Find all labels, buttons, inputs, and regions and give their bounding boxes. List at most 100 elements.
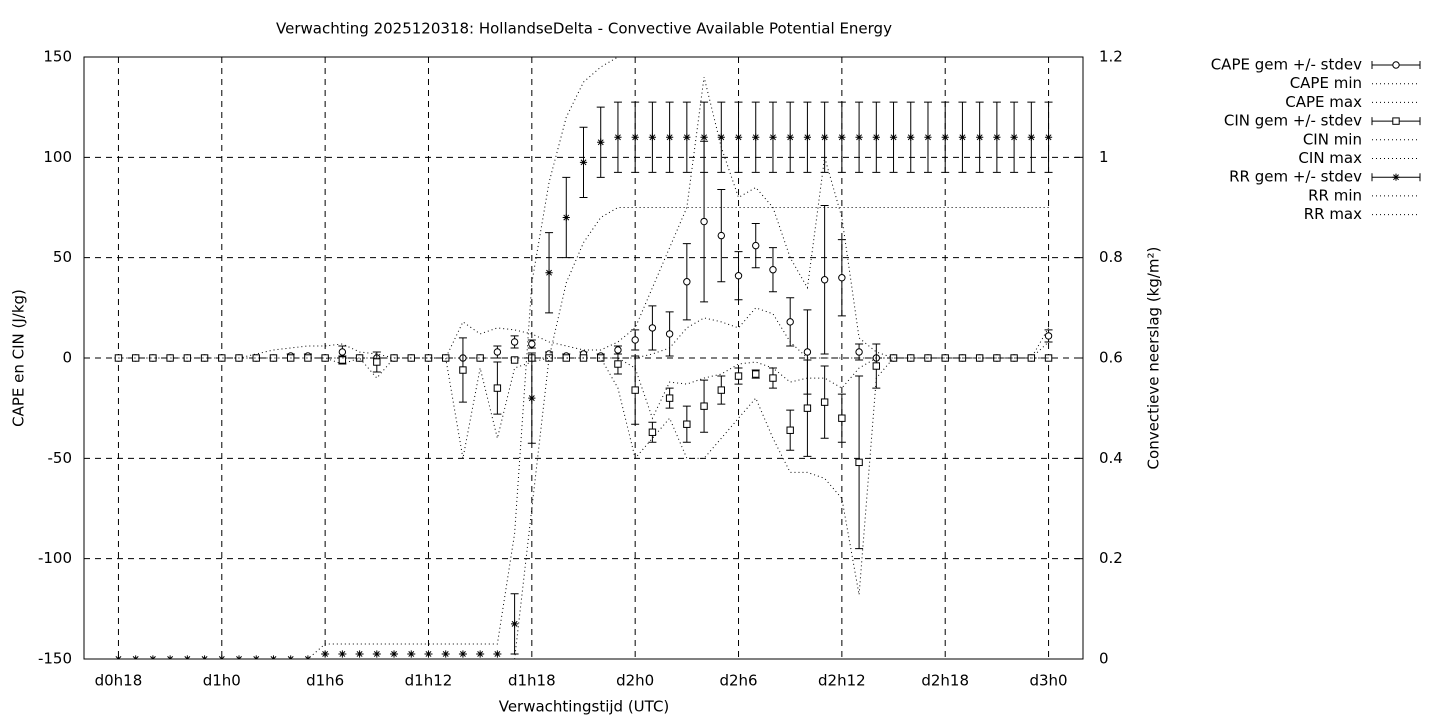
legend-label: CAPE max (1285, 93, 1362, 111)
marker-square (459, 366, 467, 374)
marker-square (820, 398, 829, 406)
marker-circle (683, 278, 691, 286)
marker-star (476, 650, 484, 658)
marker-square (338, 356, 347, 364)
marker-star (855, 133, 863, 141)
plot-frame (83, 56, 1084, 660)
marker-square (321, 354, 329, 362)
marker-star (493, 650, 501, 658)
marker-star (1027, 133, 1035, 141)
marker-square (304, 354, 312, 362)
marker-square (493, 384, 502, 392)
marker-circle (855, 348, 863, 356)
marker-star (907, 133, 915, 141)
marker-square (597, 354, 605, 362)
marker-star (924, 133, 932, 141)
legend-label: RR max (1304, 205, 1362, 223)
marker-star (648, 133, 656, 141)
marker-square (855, 458, 863, 467)
legend-label: CAPE gem +/- stdev (1211, 56, 1362, 74)
series-line (118, 76, 1049, 359)
marker-circle (786, 318, 794, 326)
y-tick-label: 150 (43, 48, 72, 66)
marker-star (889, 133, 898, 141)
x-axis-label: Verwachtingstijd (UTC) (499, 698, 670, 716)
x-tick-label: d1h6 (306, 672, 344, 690)
x-tick-label: d1h12 (405, 672, 453, 690)
y2-tick-label: 0.8 (1099, 248, 1123, 266)
marker-circle (717, 231, 725, 240)
marker-star (958, 133, 967, 141)
marker-circle (769, 266, 777, 274)
marker-square (166, 354, 174, 362)
marker-square (1027, 354, 1036, 362)
legend-label: RR min (1308, 186, 1362, 204)
marker-star (683, 133, 691, 141)
x-tick-label: d3h0 (1029, 672, 1067, 690)
series-line (118, 207, 1049, 659)
marker-square (803, 404, 812, 412)
marker-circle (648, 324, 657, 332)
legend-label: RR gem +/- stdev (1229, 168, 1362, 186)
marker-square (734, 372, 743, 380)
marker-star (132, 655, 140, 659)
x-tick-label: d2h6 (719, 672, 757, 690)
marker-star (752, 133, 760, 141)
marker-star (511, 620, 519, 628)
marker-circle (338, 348, 347, 356)
marker-circle (510, 338, 519, 346)
y2-tick-label: 1 (1099, 148, 1109, 166)
legend-label: CIN gem +/- stdev (1224, 112, 1362, 130)
marker-circle (752, 241, 760, 250)
marker-star (166, 655, 174, 659)
marker-square (1392, 117, 1400, 125)
marker-star (872, 133, 880, 141)
marker-star (562, 213, 570, 222)
marker-star (769, 133, 777, 141)
x-tick-label: d1h18 (508, 672, 556, 690)
marker-square (131, 354, 140, 362)
marker-square (355, 354, 364, 362)
y-tick-label: -100 (38, 549, 72, 567)
marker-square (631, 386, 639, 394)
y-tick-label: 50 (53, 248, 72, 266)
marker-square (717, 386, 725, 394)
marker-star (338, 650, 346, 658)
y-tick-label: 100 (43, 148, 72, 166)
legend-label: CIN min (1303, 130, 1362, 148)
marker-star (459, 650, 467, 658)
marker-square (476, 354, 484, 362)
y-tick-label: -50 (48, 449, 73, 467)
marker-circle (700, 217, 708, 226)
marker-square (218, 354, 226, 362)
x-tick-label: d0h18 (95, 672, 143, 690)
marker-square (373, 358, 381, 366)
marker-circle (493, 348, 502, 356)
x-tick-label: d2h0 (616, 672, 654, 690)
marker-star (528, 394, 536, 402)
y2-tick-label: 0 (1099, 650, 1109, 668)
marker-star (442, 650, 450, 658)
marker-circle (1044, 332, 1053, 340)
marker-star (597, 138, 605, 146)
marker-star (941, 133, 949, 141)
marker-square (665, 394, 674, 402)
marker-square (769, 374, 777, 382)
marker-star (1010, 133, 1018, 141)
marker-star (614, 133, 622, 141)
marker-star (321, 650, 329, 658)
y2-tick-label: 1.2 (1099, 48, 1123, 66)
y2-axis-label: Convectieve neerslag (kg/m²) (1145, 247, 1163, 470)
marker-circle (1392, 61, 1400, 69)
marker-star (1392, 173, 1400, 181)
marker-star (579, 158, 588, 166)
x-tick-label: d2h18 (921, 672, 969, 690)
series-line (118, 57, 1049, 659)
marker-star (803, 133, 812, 141)
marker-star (700, 133, 708, 141)
plot-area (114, 57, 1053, 659)
marker-star (390, 650, 398, 658)
marker-square (200, 354, 209, 362)
marker-square (562, 354, 570, 362)
